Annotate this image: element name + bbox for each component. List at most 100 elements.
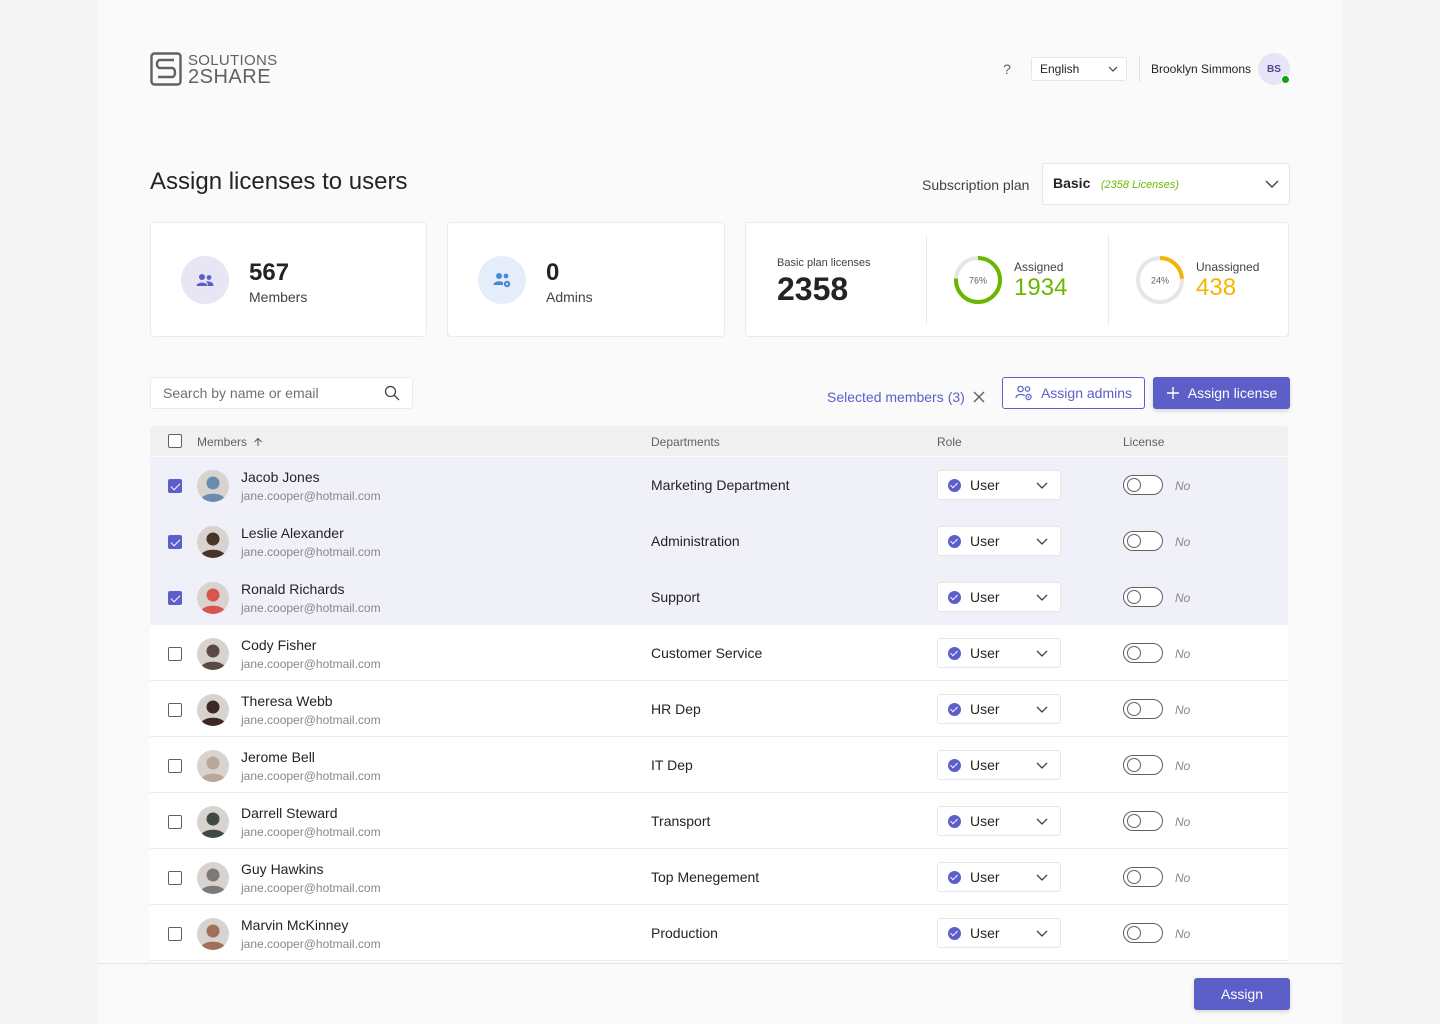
role-select[interactable]: User [937,526,1061,556]
assign-button[interactable]: Assign [1194,978,1290,1010]
card-divider [1108,235,1109,325]
user-name[interactable]: Brooklyn Simmons [1151,62,1252,76]
role-select[interactable]: User [937,806,1061,836]
member-email: jane.cooper@hotmail.com [241,657,381,671]
member-avatar [197,806,229,838]
people-icon [181,256,229,304]
column-header-members[interactable]: Members [197,435,263,449]
search-input[interactable] [163,385,363,401]
role-select[interactable]: User [937,750,1061,780]
table-row[interactable]: Ronald Richards jane.cooper@hotmail.com Su… [150,569,1288,625]
logo-line1: SOLUTIONS [188,52,278,69]
row-checkbox[interactable] [168,647,182,661]
row-checkbox[interactable] [168,591,182,605]
assign-admins-label: Assign admins [1040,385,1133,401]
role-select[interactable]: User [937,694,1061,724]
column-header-role[interactable]: Role [937,435,962,449]
checkmark-circle-icon [948,646,961,660]
unassigned-percent: 24% [1151,276,1169,286]
logo-line2: 2SHARE [188,66,272,88]
member-department: IT Dep [651,757,693,773]
table-row[interactable]: Guy Hawkins jane.cooper@hotmail.com Top Me… [150,849,1288,905]
close-icon[interactable] [973,391,985,403]
row-checkbox[interactable] [168,703,182,717]
role-select[interactable]: User [937,862,1061,892]
admins-label: Admins [546,289,593,305]
role-select[interactable]: User [937,582,1061,612]
column-header-license[interactable]: License [1123,435,1165,449]
role-select[interactable]: User [937,638,1061,668]
card-divider [926,235,927,325]
row-checkbox[interactable] [168,535,182,549]
search-icon[interactable] [384,385,400,401]
chevron-down-icon [1036,650,1048,657]
member-avatar [197,638,229,670]
member-department: Marketing Department [651,477,790,493]
table-row[interactable]: Jerome Bell jane.cooper@hotmail.com IT Dep… [150,737,1288,793]
license-toggle[interactable] [1123,587,1163,607]
people-settings-icon [1015,385,1032,401]
member-department: Production [651,925,718,941]
row-checkbox[interactable] [168,479,182,493]
role-value: User [970,533,1000,549]
license-toggle[interactable] [1123,643,1163,663]
admins-card: 0 Admins [447,222,725,337]
row-checkbox[interactable] [168,759,182,773]
license-toggle[interactable] [1123,811,1163,831]
table-row[interactable]: Theresa Webb jane.cooper@hotmail.com HR De… [150,681,1288,737]
role-select[interactable]: User [937,470,1061,500]
table-row[interactable]: Darrell Steward jane.cooper@hotmail.com Tr… [150,793,1288,849]
selected-members-indicator: Selected members (3) [827,389,985,405]
column-header-departments[interactable]: Departments [651,435,720,449]
select-all-checkbox[interactable] [168,434,182,448]
license-toggle[interactable] [1123,531,1163,551]
row-checkbox[interactable] [168,815,182,829]
help-button[interactable]: ? [1003,61,1011,77]
role-value: User [970,589,1000,605]
members-header-label: Members [197,435,248,449]
license-status: No [1175,871,1191,885]
license-toggle[interactable] [1123,923,1163,943]
member-department: Transport [651,813,711,829]
license-toggle[interactable] [1123,475,1163,495]
license-status: No [1175,535,1191,549]
table-row[interactable]: Marvin McKinney jane.cooper@hotmail.com Pr… [150,905,1288,961]
table-header: Members Departments Role License [150,426,1288,456]
member-email: jane.cooper@hotmail.com [241,545,381,559]
table-row[interactable]: Jacob Jones jane.cooper@hotmail.com Market… [150,457,1288,513]
checkmark-circle-icon [948,590,961,604]
table-row[interactable]: Leslie Alexander jane.cooper@hotmail.com A… [150,513,1288,569]
sort-ascending-icon [254,437,263,446]
chevron-down-icon [1108,66,1118,72]
member-department: Administration [651,533,740,549]
member-email: jane.cooper@hotmail.com [241,937,381,951]
subscription-plan-select[interactable]: Basic (2358 Licenses) [1042,163,1290,205]
selected-members-label: Selected members [827,389,944,405]
assign-admins-button[interactable]: Assign admins [1002,377,1145,409]
table-row[interactable]: Cody Fisher jane.cooper@hotmail.com Custom… [150,625,1288,681]
language-select[interactable]: English [1031,57,1127,81]
member-name: Jacob Jones [241,469,320,485]
assigned-percent: 76% [969,276,987,286]
row-checkbox[interactable] [168,871,182,885]
license-toggle[interactable] [1123,755,1163,775]
chevron-down-icon [1036,706,1048,713]
chevron-down-icon [1036,482,1048,489]
chevron-down-icon [1036,762,1048,769]
license-status: No [1175,703,1191,717]
license-status: No [1175,591,1191,605]
member-avatar [197,470,229,502]
row-checkbox[interactable] [168,927,182,941]
member-avatar [197,918,229,950]
chevron-down-icon [1036,594,1048,601]
basic-plan-licenses-value: 2358 [777,271,849,307]
selected-members-count: (3) [947,389,965,405]
license-toggle[interactable] [1123,867,1163,887]
license-status: No [1175,647,1191,661]
member-department: HR Dep [651,701,701,717]
role-select[interactable]: User [937,918,1061,948]
member-avatar [197,526,229,558]
assign-license-button[interactable]: Assign license [1153,377,1290,409]
role-value: User [970,477,1000,493]
license-toggle[interactable] [1123,699,1163,719]
